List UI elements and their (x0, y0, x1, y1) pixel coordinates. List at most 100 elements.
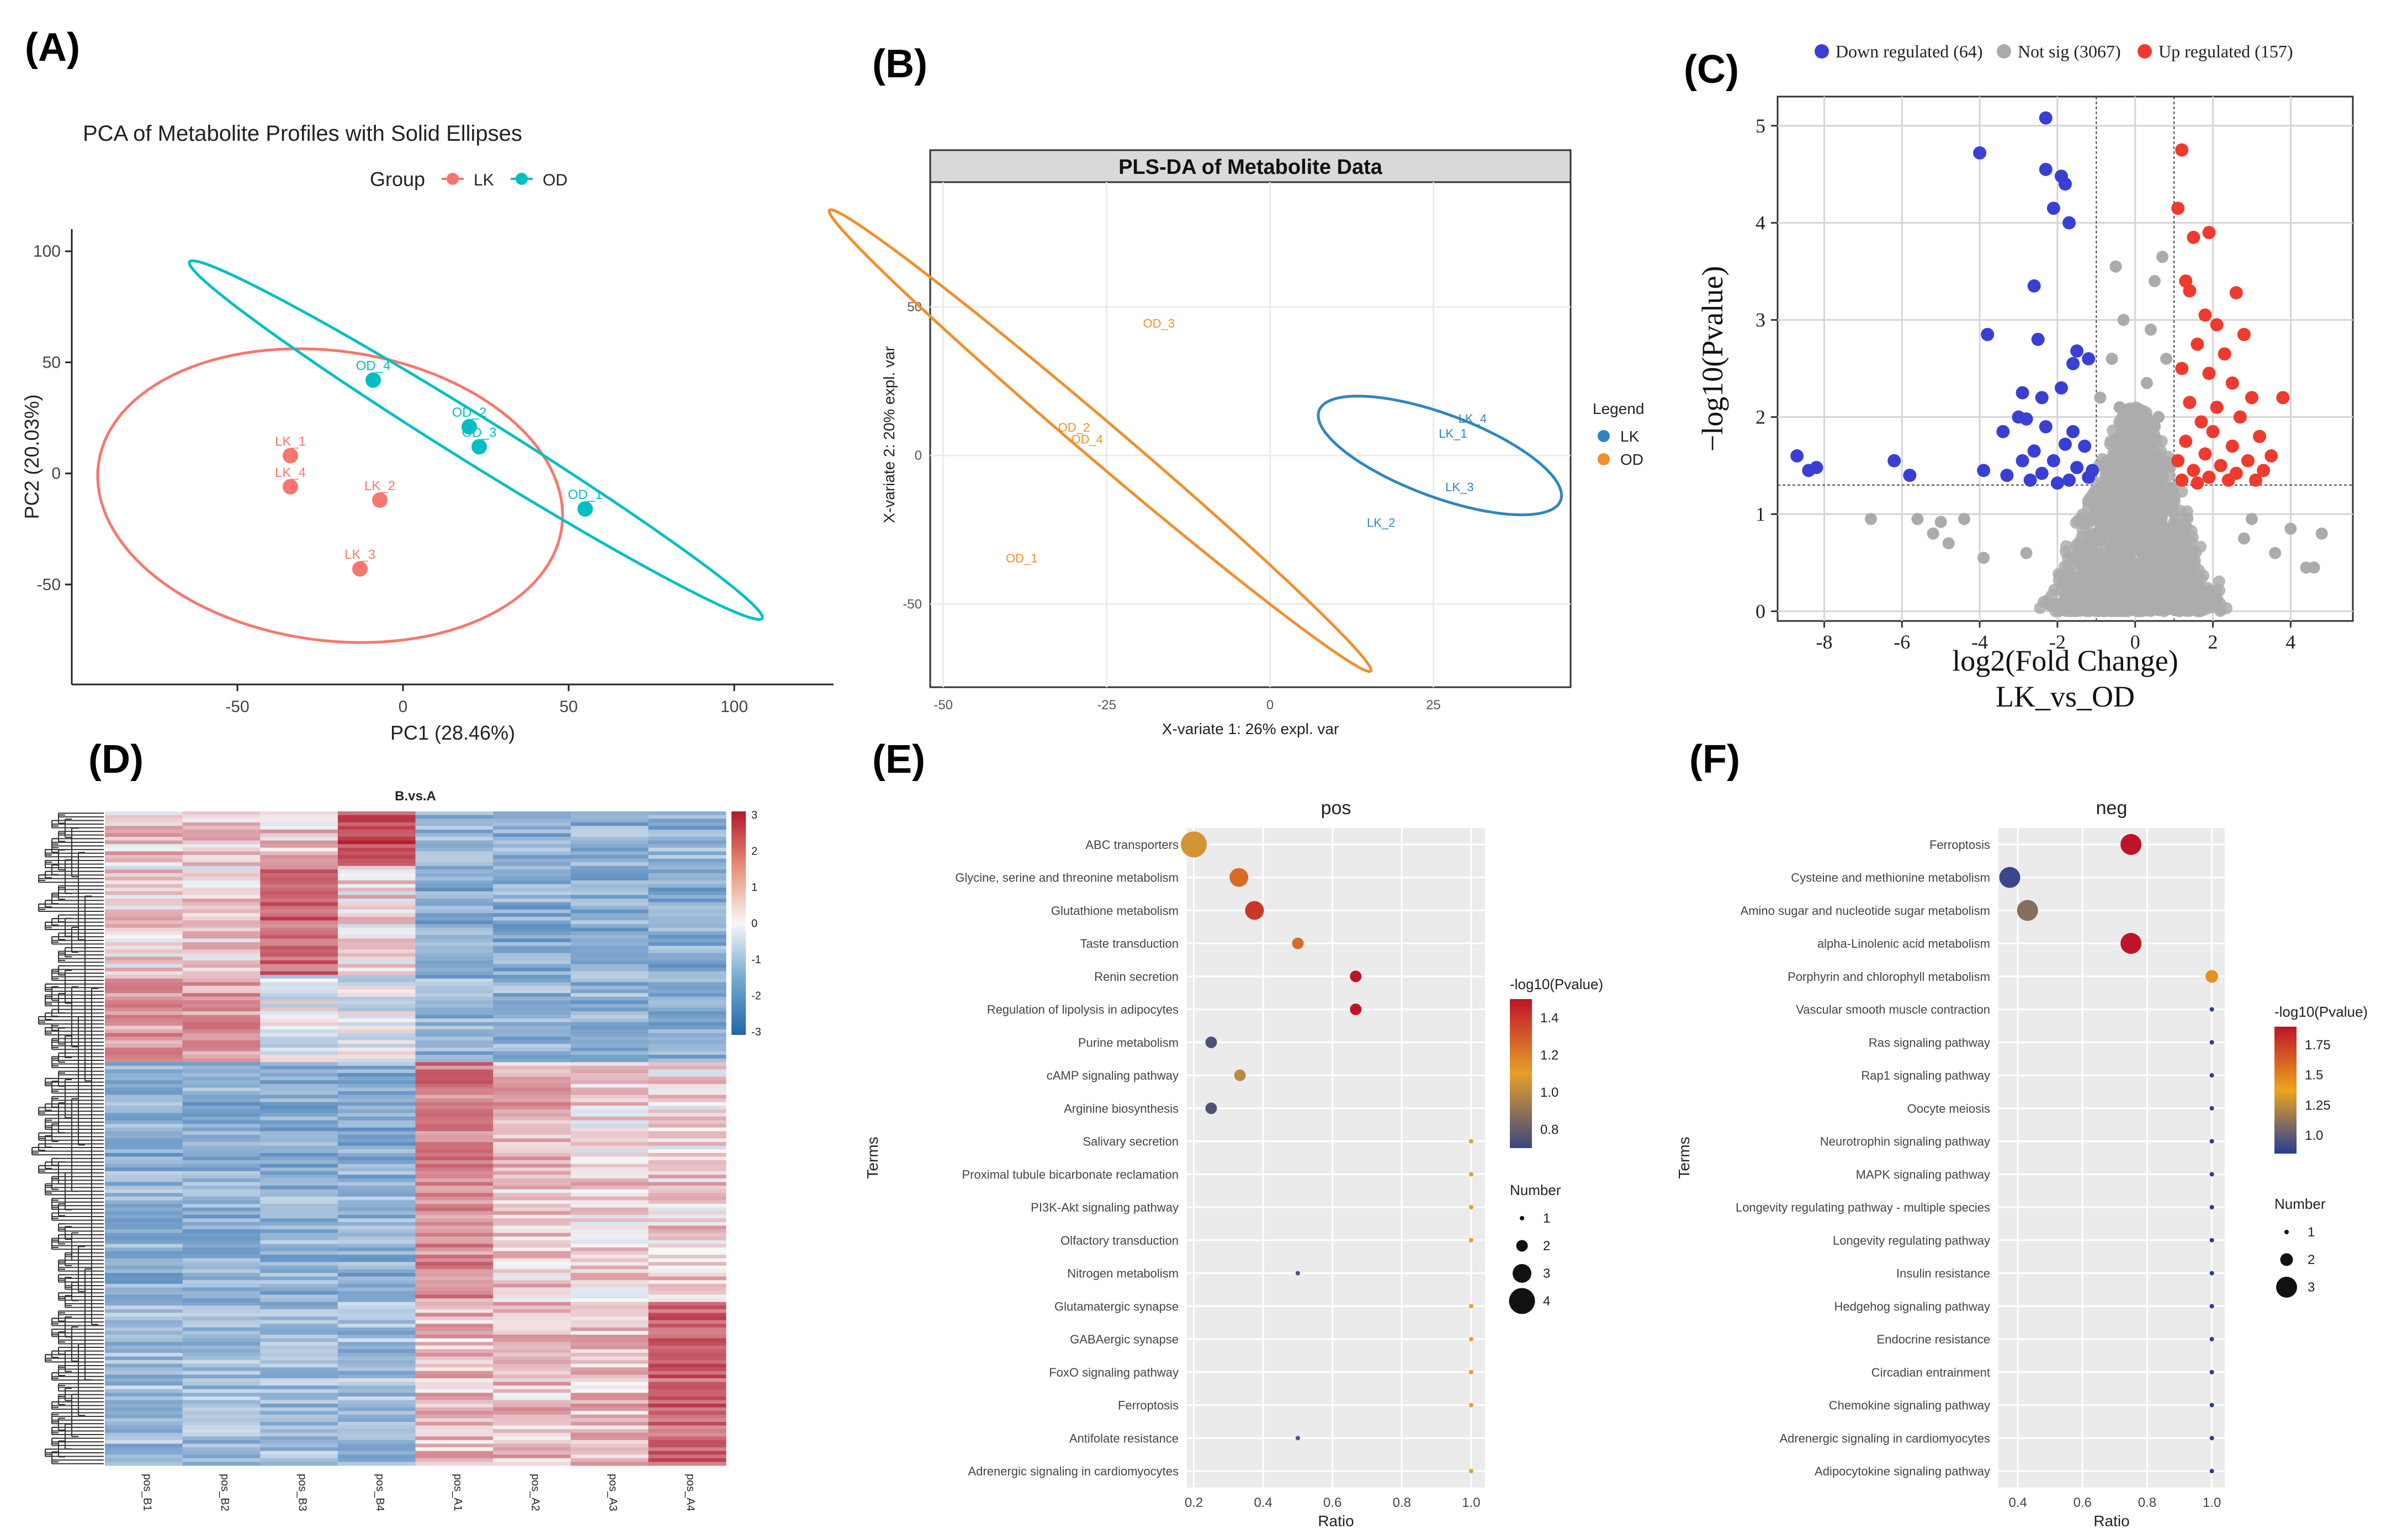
heatmap-cell (182, 1374, 261, 1379)
heatmap-cell (337, 1142, 416, 1146)
heatmap-cell (182, 1411, 261, 1415)
term-label: Neurotrophin signaling pathway (1820, 1135, 1990, 1149)
heatmap-cell (337, 1124, 416, 1128)
heatmap-cell (493, 1058, 571, 1063)
not-sig-point (2138, 513, 2151, 526)
down-regulated-point (2070, 461, 2084, 475)
heatmap-cell (493, 1233, 571, 1237)
heatmap-cell (182, 957, 261, 961)
heatmap-cell (493, 949, 571, 954)
heatmap-cell (493, 1040, 571, 1044)
heatmap-cell (493, 862, 571, 867)
heatmap-cell (182, 1255, 261, 1259)
legend-key-dot (1997, 44, 2011, 59)
heatmap-cell (260, 1047, 338, 1052)
heatmap-cell (260, 865, 338, 870)
not-sig-point (2126, 490, 2139, 503)
heatmap-cell (182, 1233, 261, 1237)
heatmap-cell (105, 1026, 183, 1030)
heatmap-cell (415, 833, 494, 837)
heatmap-cell (337, 920, 416, 925)
heatmap-cell (648, 1120, 726, 1124)
heatmap-cell (182, 1186, 261, 1190)
heatmap-cell (415, 1236, 494, 1241)
heatmap-cell (105, 1051, 183, 1055)
heatmap-cell (648, 902, 726, 906)
heatmap-cell (182, 815, 261, 819)
heatmap-cell (337, 819, 416, 823)
not-sig-point (2140, 376, 2153, 389)
heatmap-cell (415, 1222, 494, 1226)
heatmap-cell (493, 1069, 571, 1074)
heatmap-cell (182, 1385, 261, 1390)
down-regulated-point (2000, 469, 2014, 482)
heatmap-cell (415, 1349, 494, 1353)
chart-title: B.vs.A (395, 789, 436, 804)
heatmap-cell (260, 1080, 338, 1085)
not-sig-point (2136, 592, 2149, 604)
heatmap-cell (493, 1302, 571, 1306)
heatmap-cell (570, 1276, 649, 1281)
heatmap-cell (260, 1294, 338, 1299)
heatmap-cell (182, 1236, 261, 1241)
heatmap-cell (648, 1011, 726, 1016)
heatmap-cell (182, 1400, 261, 1404)
heatmap-cell (648, 1127, 726, 1132)
heatmap-cell (182, 996, 261, 1001)
not-sig-point (2083, 568, 2096, 581)
heatmap-cell (182, 989, 261, 994)
heatmap-cell (105, 1454, 183, 1459)
heatmap-cell (570, 1156, 649, 1161)
heatmap-cell (260, 1113, 338, 1117)
heatmap-cell (570, 1131, 649, 1135)
heatmap-cell (570, 899, 649, 903)
up-regulated-point (2202, 470, 2216, 484)
heatmap-cell (182, 938, 261, 943)
not-sig-point (2055, 597, 2067, 610)
heatmap-cell (493, 1294, 571, 1299)
heatmap-cell (415, 888, 494, 892)
heatmap-cell (493, 844, 571, 848)
heatmap-cell (260, 1069, 338, 1074)
heatmap-cell (415, 1134, 494, 1139)
size-legend-dot (2276, 1277, 2297, 1298)
heatmap-cell (415, 1352, 494, 1357)
heatmap-cell (570, 1189, 649, 1193)
not-sig-point (2139, 410, 2152, 423)
heatmap-cell (105, 1222, 183, 1226)
heatmap-cell (415, 1385, 494, 1390)
heatmap-cell (648, 1058, 726, 1063)
heatmap-cell (415, 957, 494, 961)
heatmap-cell (648, 1029, 726, 1034)
heatmap-cell (105, 1280, 183, 1284)
heatmap-cell (493, 829, 571, 833)
x-axis-label: Ratio (2093, 1512, 2129, 1530)
up-regulated-point (2257, 464, 2271, 477)
not-sig-point (2088, 578, 2101, 591)
heatmap-cell (337, 1229, 416, 1234)
heatmap-cell (182, 1291, 261, 1295)
heatmap-cell (415, 1265, 494, 1270)
heatmap-cell (260, 1309, 338, 1313)
heatmap-cell (337, 1236, 416, 1241)
heatmap-cell (415, 1389, 494, 1393)
heatmap-cell (493, 1113, 571, 1117)
legend-key-dot (447, 173, 459, 185)
heatmap-cell (337, 975, 416, 979)
down-regulated-point (2062, 473, 2076, 487)
heatmap-cell (570, 1229, 649, 1234)
heatmap-cell (493, 833, 571, 837)
not-sig-point (2106, 591, 2118, 603)
not-sig-point (2181, 543, 2193, 555)
up-regulated-point (2210, 318, 2224, 332)
heatmap-cell (415, 1404, 494, 1408)
heatmap-cell (182, 924, 261, 928)
heatmap-cell (105, 1233, 183, 1237)
heatmap-cell (493, 858, 571, 863)
heatmap-cell (493, 1283, 571, 1288)
heatmap-cell (337, 1374, 416, 1379)
y-axis-label: Terms (864, 1137, 881, 1178)
heatmap-cell (105, 1345, 183, 1350)
heatmap-cell (648, 1429, 726, 1433)
heatmap-cell (182, 1371, 261, 1375)
